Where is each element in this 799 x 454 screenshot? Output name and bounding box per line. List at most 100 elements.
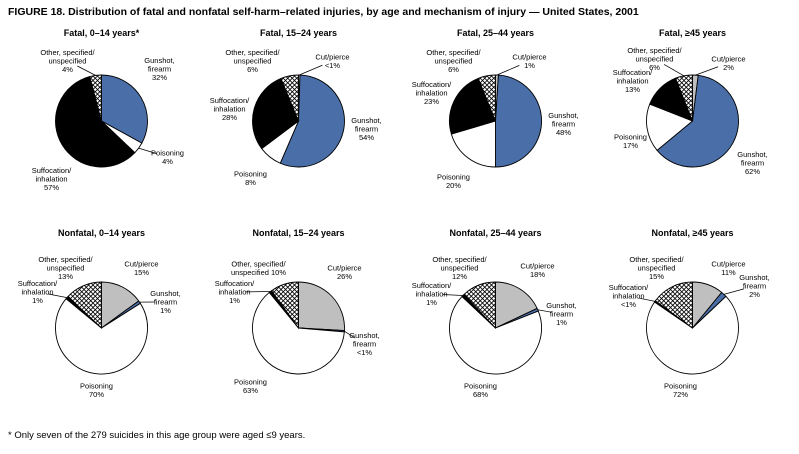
- pie-slice-gunshot-firearm: [101, 74, 148, 144]
- pie-slice-gunshot-firearm: [495, 74, 543, 168]
- slice-label-poisoning: Poisoning 72%: [664, 381, 697, 399]
- slice-label-cut-pierce: Cut/pierce 15%: [124, 259, 158, 277]
- slice-label-gunshot-firearm: Gunshot, firearm 2%: [739, 273, 769, 299]
- slice-label-suffocation-inhalation: Suffocation/inhalation 28%: [210, 96, 250, 122]
- slice-label-suffocation-inhalation: Suffocation/inhalation 23%: [412, 80, 452, 106]
- pie-slice-poisoning: [449, 295, 542, 375]
- slice-label-gunshot-firearm: Gunshot, firearm 54%: [351, 116, 381, 142]
- slice-label-cut-pierce: Cut/pierce 11%: [711, 259, 745, 277]
- slice-label-other-specified-unspecified: Other, specified/unspecified 6%: [225, 48, 280, 74]
- slice-label-cut-pierce: Cut/pierce 26%: [327, 263, 361, 281]
- pie-slice-poisoning: [252, 291, 345, 375]
- slice-label-other-specified-unspecified: Other, specified/unspecified 12%: [432, 255, 487, 281]
- slice-label-cut-pierce: Cut/pierce <1%: [315, 52, 349, 70]
- slice-label-cut-pierce: Cut/pierce 1%: [512, 52, 546, 70]
- pie-canvas-nonfatal-25-44: Cut/pierce 18% Gunshot, firearm 1% Poisoning 6…: [412, 255, 577, 399]
- pie-slice-other-specified-unspecified: [463, 281, 496, 330]
- slice-label-suffocation-inhalation: Suffocation/inhalation 57%: [32, 166, 72, 192]
- pie-title-nonfatal-45plus: Nonfatal, ≥45 years: [651, 228, 734, 238]
- pie-canvas-nonfatal-45plus: Cut/pierce 11%Gunshot, firearm 2% Poisoning 7…: [609, 255, 770, 399]
- pie-title-nonfatal-15-24: Nonfatal, 15–24 years: [252, 228, 345, 238]
- pie-canvas-fatal-0-14: Gunshot, firearm 32% Poisoning 4% Suffocation…: [32, 48, 184, 192]
- pie-title-fatal-0-14: Fatal, 0–14 years*: [63, 28, 140, 38]
- pie-slice-other-specified-unspecified: [280, 74, 299, 122]
- leader-line-gunshot-firearm: [537, 309, 551, 313]
- footnote: * Only seven of the 279 suicides in this…: [8, 430, 306, 441]
- slice-label-other-specified-unspecified: Other, specified/unspecified 4%: [40, 48, 95, 74]
- slice-label-suffocation-inhalation: Suffocation/inhalation <1%: [609, 283, 649, 309]
- pie-nonfatal-25-44: Nonfatal, 25–44 years Cut/pierce 18% Gunsh…: [397, 226, 594, 426]
- slice-label-other-specified-unspecified: Other, specified/unspecified 6%: [426, 48, 481, 74]
- pie-canvas-nonfatal-0-14: Cut/pierce 15% Gunshot, firearm 1% Poisoning 7…: [18, 255, 181, 399]
- pie-slice-poisoning: [450, 120, 496, 168]
- slice-label-poisoning: Poisoning 17%: [614, 132, 647, 150]
- pie-fatal-15-24: Fatal, 15–24 years Cut/pierce <1% Gunshot,…: [200, 26, 397, 226]
- pie-slice-other-specified-unspecified: [654, 281, 693, 329]
- pie-slice-gunshot-firearm: [656, 74, 739, 168]
- pie-slice-other-specified-unspecified: [67, 281, 102, 330]
- leader-line-poisoning: [138, 147, 158, 155]
- pie-fatal-0-14: Fatal, 0–14 years* Gunshot, firearm 32% Poi…: [3, 26, 200, 226]
- pie-slice-suffocation-inhalation: [252, 77, 300, 150]
- slice-label-gunshot-firearm: Gunshot, firearm <1%: [349, 331, 379, 357]
- slice-label-poisoning: Poisoning 70%: [80, 381, 113, 399]
- slice-label-suffocation-inhalation: Suffocation/inhalation 1%: [412, 281, 452, 307]
- leader-line-suffocation-inhalation: [48, 293, 68, 298]
- leader-line-gunshot-firearm: [723, 288, 744, 295]
- slice-label-suffocation-inhalation: Suffocation/inhalation 13%: [613, 68, 653, 94]
- pie-nonfatal-45plus: Nonfatal, ≥45 years Cut/pierce 11% Gunshot…: [594, 226, 791, 426]
- slice-label-suffocation-inhalation: Suffocation/inhalation 1%: [215, 279, 255, 305]
- pie-nonfatal-0-14: Nonfatal, 0–14 years Cut/pierce 15% Gunsho…: [3, 226, 200, 426]
- pie-slice-cut-pierce: [495, 281, 538, 329]
- pie-slice-suffocation-inhalation: [55, 75, 136, 168]
- slice-label-gunshot-firearm: Gunshot, firearm 32%: [144, 56, 174, 82]
- slice-label-gunshot-firearm: Gunshot, firearm 62%: [737, 150, 767, 176]
- pie-title-nonfatal-25-44: Nonfatal, 25–44 years: [449, 228, 542, 238]
- pie-canvas-fatal-15-24: Cut/pierce <1% Gunshot, firearm 54% Poisoning…: [210, 48, 382, 187]
- slice-label-poisoning: Poisoning 8%: [234, 169, 267, 187]
- pie-canvas-fatal-25-44: Cut/pierce 1% Gunshot, firearm 48% Poisoning 2…: [412, 48, 579, 190]
- pie-title-fatal-45plus: Fatal, ≥45 years: [659, 28, 726, 38]
- leader-line-suffocation-inhalation: [639, 297, 656, 302]
- pie-slice-poisoning: [646, 295, 739, 375]
- pie-slice-cut-pierce: [298, 281, 345, 331]
- pie-canvas-nonfatal-15-24: Cut/pierce 26% Gunshot, firearm <1% Poisoning…: [215, 259, 380, 395]
- pie-slice-other-specified-unspecified: [270, 281, 299, 330]
- leader-line-other-specified-unspecified: [663, 64, 685, 77]
- pie-fatal-45plus: Fatal, ≥45 years Cut/pierce 2% Gunshot, fir…: [594, 26, 791, 226]
- pie-slice-suffocation-inhalation: [449, 77, 497, 135]
- slice-label-cut-pierce: Cut/pierce 18%: [520, 261, 554, 279]
- slice-label-poisoning: Poisoning 4%: [151, 148, 184, 166]
- pie-title-nonfatal-0-14: Nonfatal, 0–14 years: [57, 228, 146, 238]
- slice-label-suffocation-inhalation: Suffocation/inhalation 1%: [18, 279, 58, 305]
- pie-slice-poisoning: [55, 298, 148, 375]
- leader-line-cut-pierce: [695, 66, 719, 76]
- slice-label-other-specified-unspecified: Other, specified/unspecified 6%: [627, 46, 682, 72]
- leader-line-cut-pierce: [496, 65, 520, 76]
- pie-canvas-fatal-45plus: Cut/pierce 2% Gunshot, firearm 62% Poisoning 1…: [613, 46, 768, 176]
- leader-line-gunshot-firearm: [344, 330, 356, 339]
- pie-fatal-25-44: Fatal, 25–44 years Cut/pierce 1% Gunshot, f…: [397, 26, 594, 226]
- slice-label-poisoning: Poisoning 63%: [234, 377, 267, 395]
- charts-grid: Fatal, 0–14 years* Gunshot, firearm 32% Poi…: [3, 26, 791, 426]
- slice-label-other-specified-unspecified: Other, specified/unspecified 10%: [231, 259, 287, 277]
- leader-line-cut-pierce: [299, 64, 323, 76]
- pie-slice-poisoning: [646, 103, 694, 151]
- slice-label-gunshot-firearm: Gunshot, firearm 1%: [150, 289, 180, 315]
- slice-label-gunshot-firearm: Gunshot, firearm 48%: [548, 111, 578, 137]
- slice-label-gunshot-firearm: Gunshot, firearm 1%: [546, 301, 576, 327]
- leader-line-suffocation-inhalation: [442, 294, 463, 296]
- pie-slice-other-specified-unspecified: [477, 74, 496, 122]
- pie-slice-other-specified-unspecified: [674, 74, 693, 122]
- pie-nonfatal-15-24: Nonfatal, 15–24 years Cut/pierce 26% Gunsh…: [200, 226, 397, 426]
- pie-title-fatal-15-24: Fatal, 15–24 years: [259, 28, 338, 38]
- pie-title-fatal-25-44: Fatal, 25–44 years: [456, 28, 535, 38]
- slice-label-other-specified-unspecified: Other, specified/unspecified 13%: [38, 255, 93, 281]
- slice-label-other-specified-unspecified: Other, specified/unspecified 15%: [629, 255, 684, 281]
- slice-label-poisoning: Poisoning 68%: [464, 381, 497, 399]
- leader-line-other-specified-unspecified: [77, 65, 96, 76]
- slice-label-cut-pierce: Cut/pierce 2%: [711, 54, 745, 72]
- slice-label-poisoning: Poisoning 20%: [437, 172, 470, 190]
- pie-slice-gunshot-firearm: [279, 74, 345, 168]
